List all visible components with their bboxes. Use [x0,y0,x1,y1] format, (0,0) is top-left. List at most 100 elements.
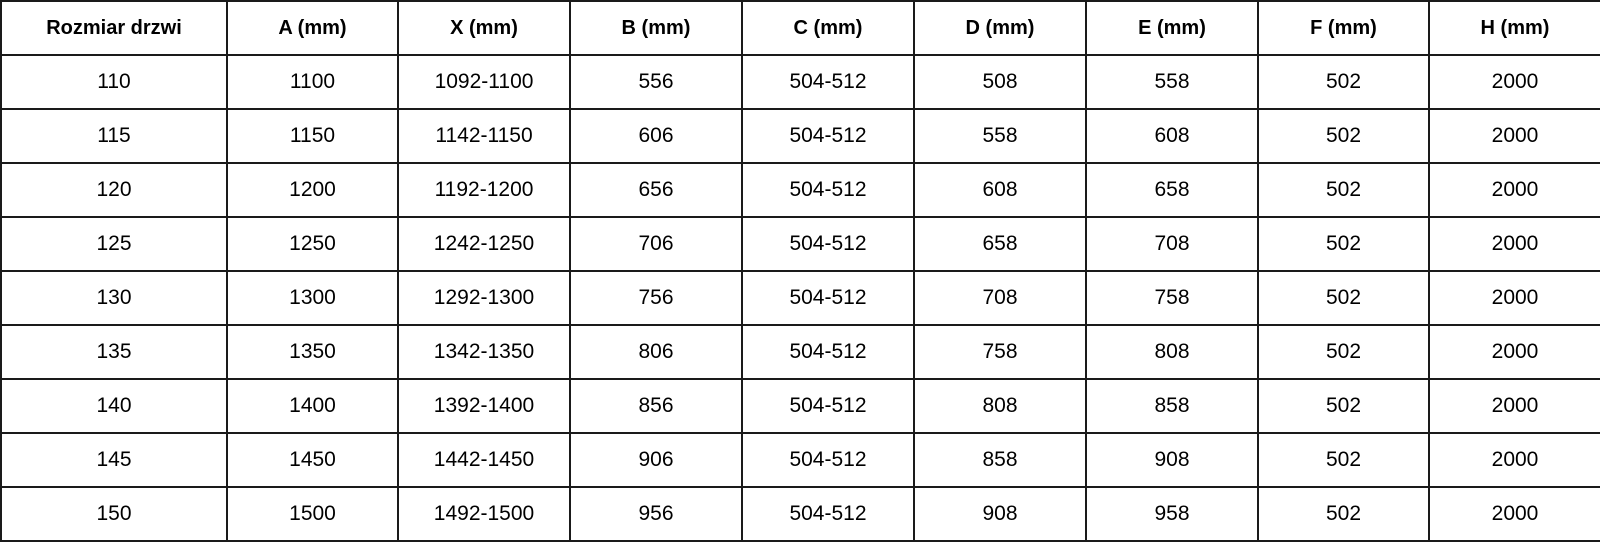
table-cell: 958 [1085,486,1259,542]
table-cell: 504-512 [741,270,915,326]
column-header: E (mm) [1085,0,1259,56]
table-cell: 808 [913,378,1087,434]
table-row: 115 1150 1142-1150 606 504-512 558 608 502 2000 [0,108,1600,164]
table-row: 145 1450 1442-1450 906 504-512 858 908 502 2000 [0,432,1600,488]
table-cell: 1200 [226,162,399,218]
table-cell: 504-512 [741,378,915,434]
table-row: 140 1400 1392-1400 856 504-512 808 858 502 2000 [0,378,1600,434]
table-cell: 130 [0,270,228,326]
column-header: B (mm) [569,0,743,56]
table-row: 110 1100 1092-1100 556 504-512 508 558 502 2000 [0,54,1600,110]
table-cell: 502 [1257,378,1430,434]
column-header: X (mm) [397,0,571,56]
table-cell: 1100 [226,54,399,110]
table-cell: 1442-1450 [397,432,571,488]
table-cell: 1300 [226,270,399,326]
table-cell: 504-512 [741,108,915,164]
table-cell: 1242-1250 [397,216,571,272]
table-cell: 806 [569,324,743,380]
table-cell: 758 [913,324,1087,380]
table-cell: 608 [913,162,1087,218]
table-cell: 504-512 [741,54,915,110]
table-cell: 858 [913,432,1087,488]
table-cell: 115 [0,108,228,164]
table-cell: 1500 [226,486,399,542]
table-cell: 140 [0,378,228,434]
table-cell: 606 [569,108,743,164]
column-header: D (mm) [913,0,1087,56]
table-cell: 708 [1085,216,1259,272]
table-cell: 1250 [226,216,399,272]
table-cell: 658 [913,216,1087,272]
column-header: F (mm) [1257,0,1430,56]
column-header: C (mm) [741,0,915,56]
table-row: 125 1250 1242-1250 706 504-512 658 708 502 2000 [0,216,1600,272]
table-cell: 556 [569,54,743,110]
table-cell: 504-512 [741,324,915,380]
table-cell: 2000 [1428,324,1600,380]
table-cell: 502 [1257,486,1430,542]
header-row: Rozmiar drzwi A (mm) X (mm) B (mm) C (mm) D (… [0,0,1600,56]
table-row: 130 1300 1292-1300 756 504-512 708 758 502 2000 [0,270,1600,326]
table-cell: 2000 [1428,162,1600,218]
table-cell: 120 [0,162,228,218]
table-cell: 1292-1300 [397,270,571,326]
table-row: 135 1350 1342-1350 806 504-512 758 808 502 2000 [0,324,1600,380]
table-cell: 502 [1257,108,1430,164]
table-cell: 1192-1200 [397,162,571,218]
table-cell: 502 [1257,432,1430,488]
table-cell: 2000 [1428,432,1600,488]
column-header: A (mm) [226,0,399,56]
table-cell: 908 [913,486,1087,542]
table-cell: 608 [1085,108,1259,164]
table-cell: 1450 [226,432,399,488]
table-cell: 2000 [1428,378,1600,434]
table-cell: 504-512 [741,216,915,272]
table-cell: 1342-1350 [397,324,571,380]
table-cell: 2000 [1428,270,1600,326]
column-header: Rozmiar drzwi [0,0,228,56]
table-cell: 110 [0,54,228,110]
table-cell: 1350 [226,324,399,380]
table-cell: 150 [0,486,228,542]
table-cell: 656 [569,162,743,218]
table-cell: 145 [0,432,228,488]
table-cell: 1392-1400 [397,378,571,434]
table-cell: 504-512 [741,432,915,488]
table-cell: 658 [1085,162,1259,218]
table-cell: 1492-1500 [397,486,571,542]
table-cell: 1400 [226,378,399,434]
table-cell: 502 [1257,324,1430,380]
table-cell: 756 [569,270,743,326]
table-cell: 125 [0,216,228,272]
table-cell: 558 [1085,54,1259,110]
table-cell: 504-512 [741,162,915,218]
table-cell: 504-512 [741,486,915,542]
table-cell: 808 [1085,324,1259,380]
table-cell: 508 [913,54,1087,110]
table-cell: 956 [569,486,743,542]
table-cell: 2000 [1428,54,1600,110]
table-cell: 2000 [1428,216,1600,272]
table-cell: 502 [1257,54,1430,110]
table-cell: 502 [1257,162,1430,218]
table-cell: 2000 [1428,108,1600,164]
table-cell: 135 [0,324,228,380]
table-cell: 706 [569,216,743,272]
table-cell: 708 [913,270,1087,326]
table-row: 120 1200 1192-1200 656 504-512 608 658 502 2000 [0,162,1600,218]
table-cell: 502 [1257,216,1430,272]
table-cell: 758 [1085,270,1259,326]
column-header: H (mm) [1428,0,1600,56]
table-cell: 858 [1085,378,1259,434]
table-cell: 856 [569,378,743,434]
table-cell: 2000 [1428,486,1600,542]
table-cell: 908 [1085,432,1259,488]
table-cell: 906 [569,432,743,488]
table-cell: 558 [913,108,1087,164]
table-cell: 1142-1150 [397,108,571,164]
table-cell: 1150 [226,108,399,164]
table-cell: 502 [1257,270,1430,326]
table-cell: 1092-1100 [397,54,571,110]
